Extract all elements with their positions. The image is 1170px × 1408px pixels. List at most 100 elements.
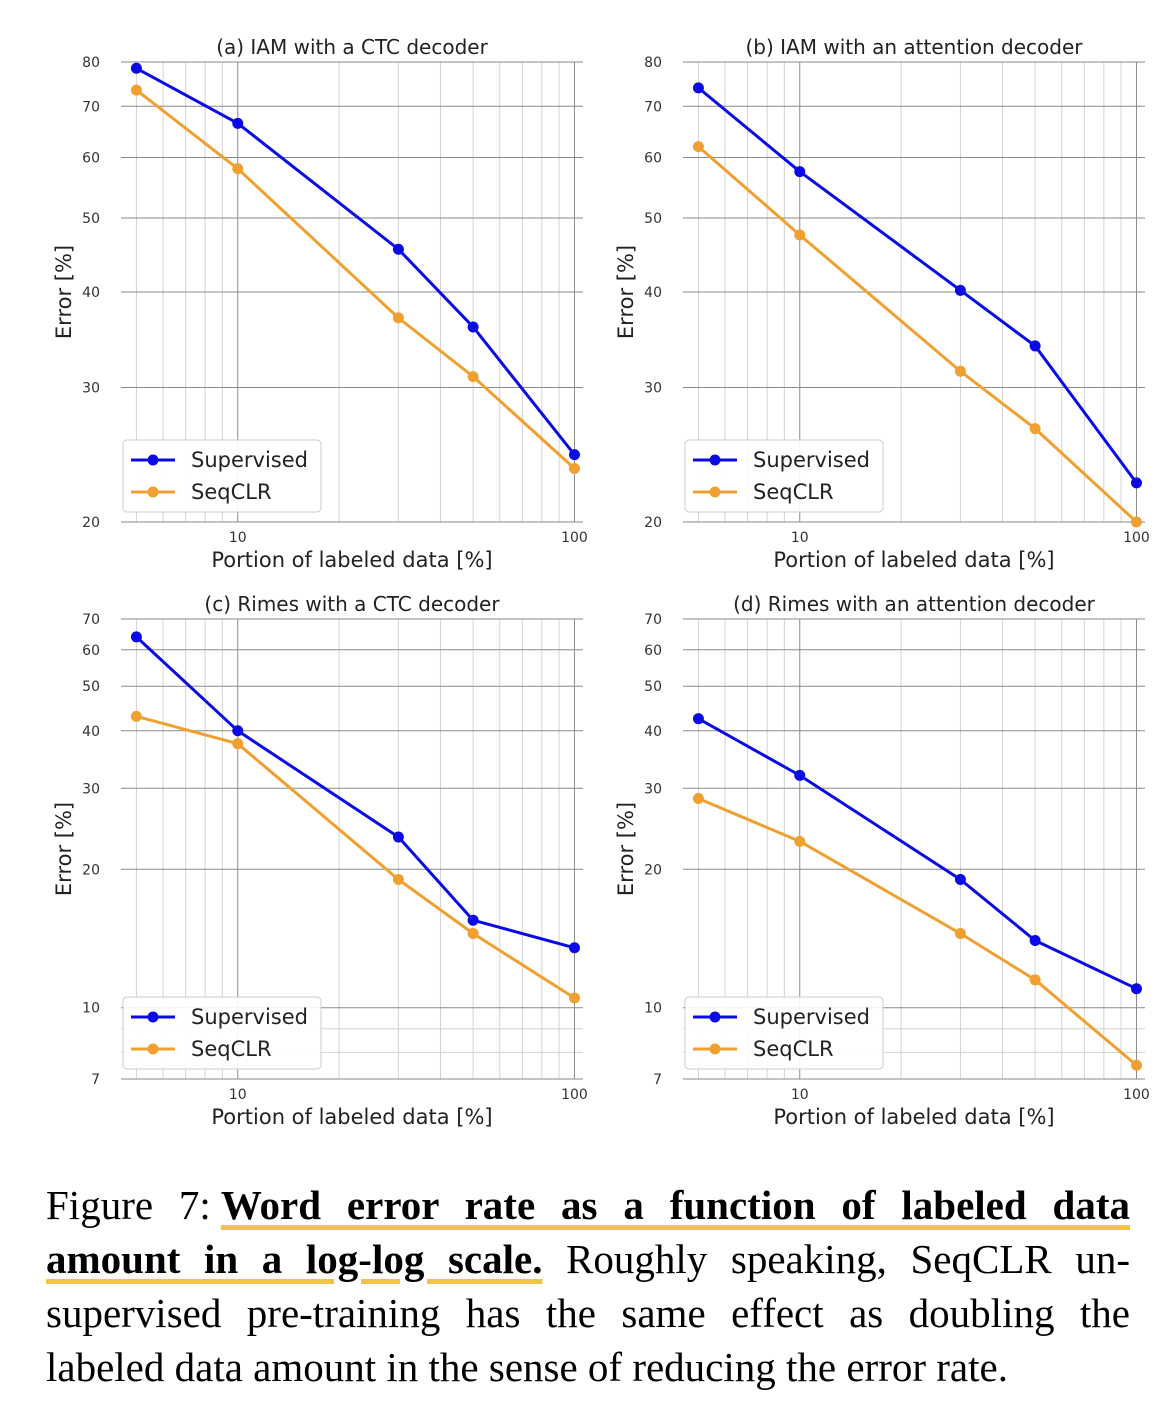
legend-box [122,996,322,1070]
data-point-seqclr [130,84,142,96]
legend-box [122,439,322,513]
y-tick-label: 40 [82,285,100,301]
legend-marker-supervised [709,1011,721,1023]
y-tick-label: 50 [644,211,662,227]
caption-rest-line-2: Roughly speaking, SeqCLR un- [566,1236,1130,1282]
legend-marker-supervised [147,454,159,466]
y-tick-label: 40 [644,724,662,740]
legend-marker-seqclr [709,486,721,498]
figure-charts: 20 30 40 50 60 70 80 10 100 (a) IAM with a CTC de… [52,35,1150,1129]
data-point-seqclr [467,928,479,940]
caption-label: Figure 7: [46,1182,211,1228]
data-point-seqclr [1029,974,1041,986]
legend-label-supervised: Supervised [191,448,308,472]
data-point-seqclr [692,141,704,153]
y-tick-label: 30 [82,380,100,396]
y-tick-label: 20 [644,515,662,531]
y-tick-label: 60 [644,150,662,166]
y-tick-label: 30 [82,781,100,797]
data-point-seqclr [794,229,806,241]
legend: Supervised SeqCLR [684,439,884,513]
x-tick-label: 100 [561,530,588,546]
data-point-supervised [954,874,966,886]
x-tick-label: 100 [1123,530,1150,546]
legend: Supervised SeqCLR [684,996,884,1070]
legend-label-seqclr: SeqCLR [753,480,834,504]
chart-title: (d) Rimes with an attention decoder [733,592,1096,616]
series-line-supervised [697,86,1138,484]
x-axis-label: Portion of labeled data [%] [773,1105,1054,1129]
legend-marker-supervised [709,454,721,466]
data-point-seqclr [568,462,580,474]
x-tick-label: 100 [1123,1087,1150,1103]
data-point-seqclr [794,835,806,847]
y-tick-label: 30 [644,380,662,396]
y-tick-label: 80 [644,55,662,71]
x-tick-label: 10 [229,530,247,546]
y-tick-label: 10 [644,1001,662,1017]
legend-marker-seqclr [709,1043,721,1055]
data-point-supervised [794,166,806,178]
y-tick-label: 10 [82,1001,100,1017]
legend-label-supervised: Supervised [191,1005,308,1029]
y-tick-label: 70 [644,99,662,115]
y-axis-label: Error [%] [614,245,638,339]
y-tick-label: 70 [644,612,662,628]
caption-line-1: Figure 7: Word error rate as a function o… [46,1178,1130,1232]
y-tick-label: 40 [82,724,100,740]
data-point-supervised [1130,477,1142,489]
data-point-seqclr [1029,423,1041,435]
series-line-supervised [135,66,576,456]
legend-marker-seqclr [147,486,159,498]
y-tick-label: 60 [82,643,100,659]
data-point-seqclr [130,710,142,722]
data-point-seqclr [467,371,479,383]
y-tick-label: 7 [91,1072,100,1088]
legend-label-supervised: Supervised [753,448,870,472]
x-tick-label: 10 [791,530,809,546]
legend-label-supervised: Supervised [753,1005,870,1029]
data-point-supervised [568,942,580,954]
series-line-supervised [135,635,575,950]
x-tick-label: 10 [229,1087,247,1103]
legend: Supervised SeqCLR [122,996,322,1070]
y-axis-label: Error [%] [52,245,76,339]
figure-caption: Figure 7: Word error rate as a function o… [46,1178,1130,1394]
chart-panel-1: 20 30 40 50 60 70 80 10 100 (a) IAM with a CTC de… [52,35,588,572]
data-point-supervised [232,725,244,737]
chart-title: (b) IAM with an attention decoder [746,35,1084,59]
y-tick-label: 30 [644,781,662,797]
data-point-seqclr [692,793,704,805]
data-point-supervised [692,713,704,725]
series-line-supervised [697,717,1138,991]
caption-line-2: amount in a log-log scale. Roughly speak… [46,1232,1130,1286]
y-tick-label: 20 [82,862,100,878]
legend-box [684,996,884,1070]
y-tick-label: 60 [644,643,662,659]
data-point-seqclr [954,928,966,940]
data-point-supervised [467,914,479,926]
data-point-supervised [392,243,404,255]
caption-bold-line-1: Word error rate as a function of labeled… [220,1182,1131,1228]
data-point-supervised [1130,983,1142,995]
y-tick-label: 50 [82,679,100,695]
legend-marker-seqclr [147,1043,159,1055]
chart-title: (a) IAM with a CTC decoder [216,35,488,59]
x-tick-label: 10 [791,1087,809,1103]
data-point-supervised [467,321,479,333]
data-point-supervised [1029,340,1041,352]
y-axis-label: Error [%] [52,802,76,896]
y-tick-label: 40 [644,285,662,301]
y-tick-label: 50 [644,679,662,695]
y-tick-label: 70 [82,99,100,115]
y-tick-label: 80 [82,55,100,71]
x-axis-label: Portion of labeled data [%] [773,548,1054,572]
legend-label-seqclr: SeqCLR [191,480,272,504]
data-point-seqclr [392,312,404,324]
legend-box [684,439,884,513]
y-tick-label: 50 [82,211,100,227]
data-point-seqclr [392,874,404,886]
x-axis-label: Portion of labeled data [%] [211,1105,492,1129]
y-axis-label: Error [%] [614,802,638,896]
data-point-supervised [954,284,966,296]
